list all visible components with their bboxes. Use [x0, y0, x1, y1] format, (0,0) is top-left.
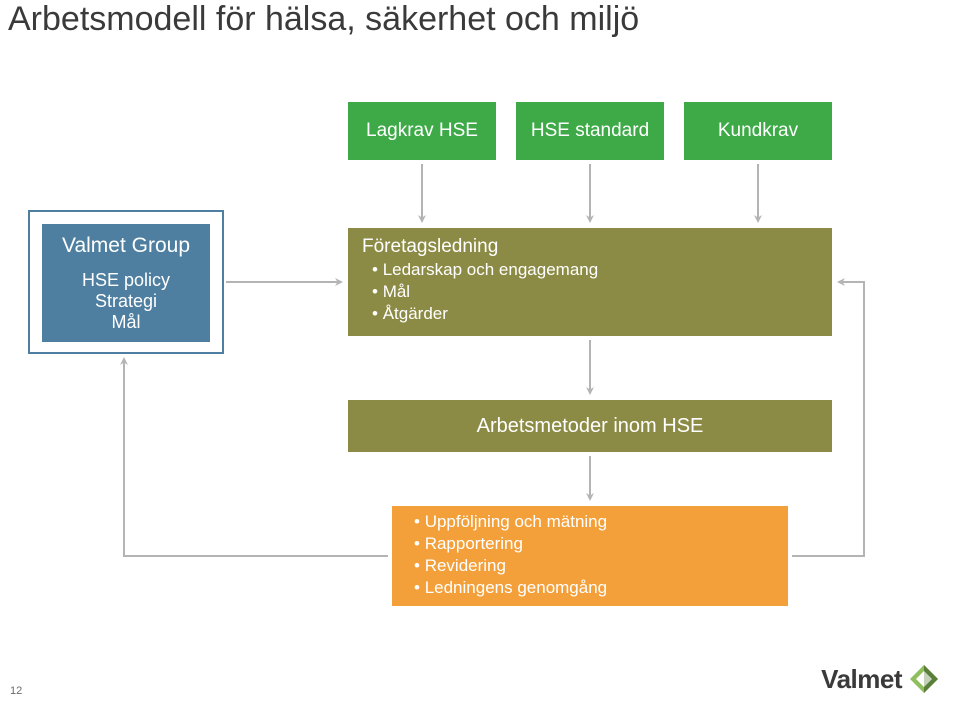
- logo-text: Valmet: [821, 664, 902, 695]
- followup-item: Uppföljning och mätning: [392, 512, 788, 534]
- valmet-group-title: Valmet Group: [62, 234, 190, 258]
- top-box-kundkrav: Kundkrav: [682, 100, 834, 162]
- followup-item: Rapportering: [392, 534, 788, 556]
- top-box-label: HSE standard: [531, 120, 649, 142]
- methods-label: Arbetsmetoder inom HSE: [477, 415, 704, 438]
- valmet-group-line: Mål: [111, 312, 140, 333]
- valmet-group-box: Valmet Group HSE policy Strategi Mål: [28, 210, 224, 354]
- valmet-group-line: HSE policy: [82, 270, 170, 291]
- company-mgmt-item: Ledarskap och engagemang: [348, 260, 832, 282]
- top-box-lagkrav: Lagkrav HSE: [346, 100, 498, 162]
- top-box-label: Kundkrav: [718, 120, 798, 142]
- page-number: 12: [10, 685, 22, 697]
- valmet-group-inner: Valmet Group HSE policy Strategi Mål: [40, 222, 212, 344]
- company-mgmt-heading: Företagsledning: [348, 228, 832, 260]
- top-box-standard: HSE standard: [514, 100, 666, 162]
- valmet-group-line: Strategi: [95, 291, 157, 312]
- followup-item: Ledningens genomgång: [392, 578, 788, 600]
- company-mgmt-item: Mål: [348, 282, 832, 304]
- followup-item: Revidering: [392, 556, 788, 578]
- logo-icon: [908, 663, 940, 695]
- company-mgmt-item: Åtgärder: [348, 304, 832, 326]
- page-title: Arbetsmodell för hälsa, säkerhet och mil…: [8, 0, 639, 39]
- followup-box: Uppföljning och mätning Rapportering Rev…: [390, 504, 790, 608]
- methods-box: Arbetsmetoder inom HSE: [346, 398, 834, 454]
- logo: Valmet: [821, 663, 940, 695]
- top-box-label: Lagkrav HSE: [366, 120, 478, 142]
- company-mgmt-box: Företagsledning Ledarskap och engagemang…: [346, 226, 834, 338]
